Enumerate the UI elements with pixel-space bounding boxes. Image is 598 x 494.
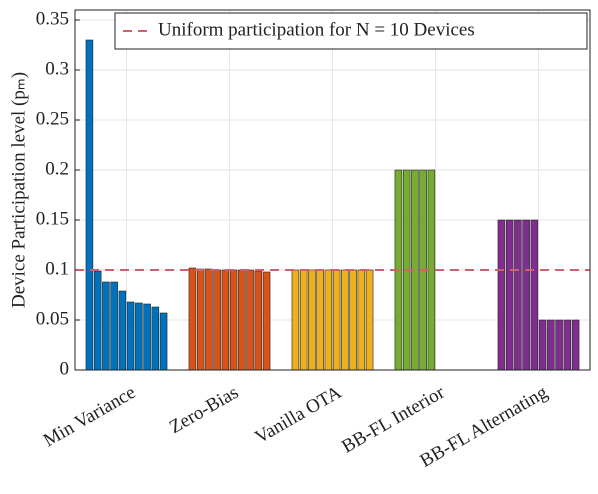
bar <box>571 319 580 371</box>
bar <box>555 319 563 371</box>
x-tick-label: Min Variance <box>40 382 139 451</box>
bar <box>205 268 213 371</box>
y-tick-label: 0.1 <box>45 258 69 279</box>
bar <box>341 269 349 371</box>
bar <box>357 269 366 371</box>
bar <box>196 268 205 371</box>
bar <box>538 319 547 371</box>
bar <box>530 219 539 371</box>
bar <box>221 269 230 371</box>
x-tick-label: Zero-Bias <box>166 382 242 438</box>
bar <box>126 301 135 371</box>
bar <box>238 269 246 371</box>
bar <box>246 269 254 371</box>
y-tick-label: 0.2 <box>45 158 69 179</box>
bar <box>85 39 94 371</box>
bar <box>93 270 102 371</box>
bar <box>135 302 143 371</box>
bar <box>291 269 300 371</box>
y-axis-label: Device Participation level (pₘ) <box>8 72 29 308</box>
y-tick-label: 0.15 <box>36 208 69 229</box>
bar <box>349 269 357 371</box>
bar <box>332 269 341 371</box>
x-tick-label: Vanilla OTA <box>251 382 345 448</box>
y-tick-label: 0.25 <box>36 108 69 129</box>
bar <box>102 281 110 371</box>
bar <box>143 303 151 371</box>
y-tick-label: 0.35 <box>36 8 69 29</box>
bar <box>262 271 271 371</box>
bar <box>547 319 555 371</box>
bar <box>522 219 530 371</box>
bar <box>324 269 333 371</box>
bar <box>299 269 308 371</box>
y-tick-label: 0 <box>60 358 70 379</box>
bar <box>213 269 221 371</box>
bar <box>514 219 522 371</box>
bar <box>497 219 506 371</box>
legend-box <box>114 12 588 50</box>
bar <box>365 269 374 371</box>
bar <box>159 312 168 371</box>
bar <box>254 270 263 371</box>
y-tick-label: 0.3 <box>45 58 69 79</box>
bar <box>118 290 127 371</box>
bar <box>316 269 324 371</box>
plot-frame <box>74 9 591 371</box>
bar <box>308 269 316 371</box>
bar <box>563 319 572 371</box>
y-tick-label: 0.05 <box>36 308 69 329</box>
bar <box>229 269 238 371</box>
bar <box>505 219 514 371</box>
bar <box>188 267 197 371</box>
legend-label: Uniform participation for N = 10 Devices <box>158 19 475 40</box>
bar <box>151 306 160 371</box>
bar <box>110 281 118 371</box>
